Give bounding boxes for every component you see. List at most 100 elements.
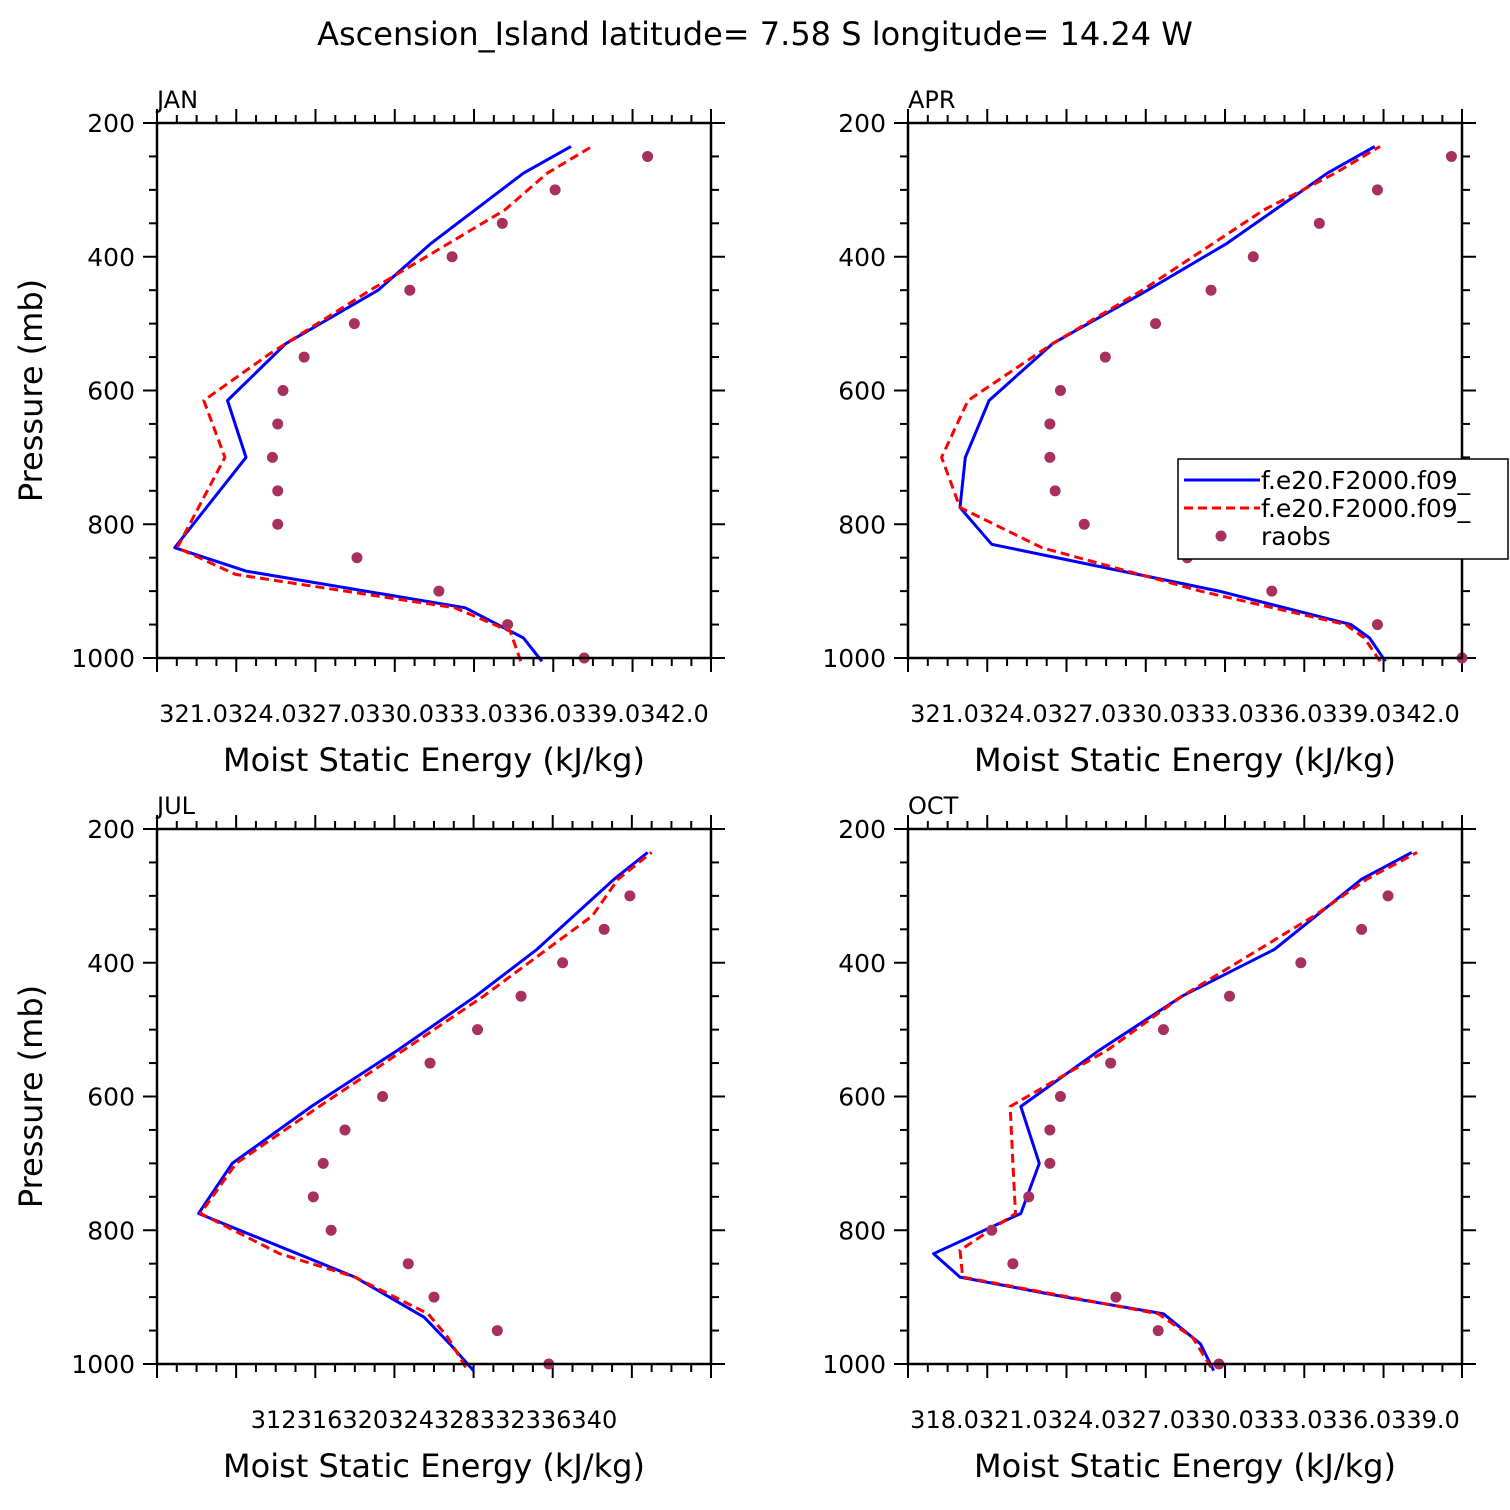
raobs-point [986, 1224, 998, 1236]
raobs-point [1044, 451, 1056, 463]
raobs-point [317, 1157, 329, 1169]
x-tick-labels: 321.0324.0327.0330.0333.0336.0339.0342.0 [910, 700, 1460, 728]
series-line-model2 [940, 145, 1382, 663]
raobs-point [624, 890, 636, 902]
raobs-point [1049, 485, 1061, 497]
y-tick-label: 400 [838, 949, 886, 978]
raobs-point [325, 1224, 337, 1236]
y-tick-label: 1000 [822, 644, 886, 673]
raobs-point [1382, 890, 1394, 902]
raobs-point [491, 1325, 503, 1337]
raobs-point [339, 1124, 351, 1136]
axes-frame [906, 827, 1464, 1366]
raobs-point [598, 923, 610, 935]
raobs-point [1224, 990, 1236, 1002]
raobs-point [446, 251, 458, 263]
chart-panel-apr: APR 200 400 600 800 1000 321.0324.0327.0330.03… [822, 86, 1476, 779]
y-tick-label: 600 [87, 1083, 135, 1112]
raobs-point [404, 284, 416, 296]
series-line-model2 [175, 145, 593, 662]
chart-panel-oct: OCT 200 400 600 800 1000 318.0321.0324.0327.03… [822, 792, 1476, 1485]
figure-title: Ascension_Island latitude= 7.58 S longit… [317, 15, 1193, 53]
raobs-point [272, 485, 284, 497]
raobs-point [307, 1191, 319, 1203]
series-line-model1 [958, 145, 1387, 663]
raobs-point [266, 451, 278, 463]
series-line-model1 [197, 851, 649, 1372]
raobs-point [402, 1258, 414, 1270]
y-tick-label: 800 [838, 510, 886, 539]
raobs-point [1205, 284, 1217, 296]
raobs-point [1023, 1191, 1035, 1203]
raobs-point [424, 1057, 436, 1069]
x-axis-label: Moist Static Energy (kJ/kg) [223, 741, 645, 779]
y-tick-label: 400 [838, 243, 886, 272]
raobs-point [433, 585, 445, 597]
raobs-point [428, 1291, 440, 1303]
raobs-point [351, 552, 363, 564]
raobs-point [1078, 518, 1090, 530]
raobs-point [1157, 1024, 1169, 1036]
chart-panel-jul: JUL 200 400 600 800 1000 312316320324328332336… [12, 792, 725, 1485]
y-tick-label: 1000 [71, 1350, 135, 1379]
x-tick-labels: 312316320324328332336340 [251, 1406, 617, 1434]
y-tick-label: 600 [838, 1083, 886, 1112]
raobs-point [1044, 1157, 1056, 1169]
raobs-point [557, 957, 569, 969]
raobs-point [1044, 418, 1056, 430]
raobs-point [515, 990, 527, 1002]
raobs-point [377, 1091, 389, 1102]
series-line-model2 [958, 851, 1418, 1369]
raobs-point [1313, 217, 1325, 229]
y-tick-label: 1000 [71, 644, 135, 673]
x-axis-label: Moist Static Energy (kJ/kg) [974, 741, 1396, 779]
y-axis-label: Pressure (mb) [12, 985, 50, 1208]
x-tick-labels: 321.0324.0327.0330.0333.0336.0339.0342.0 [159, 700, 709, 728]
y-tick-label: 200 [87, 815, 135, 844]
y-tick-label: 800 [87, 510, 135, 539]
series-line-model1 [932, 851, 1413, 1372]
raobs-point [1054, 385, 1066, 396]
raobs-point [1247, 251, 1259, 263]
raobs-point [1371, 619, 1383, 631]
raobs-point [277, 385, 289, 396]
legend-label: f.e20.F2000.f09_ [1261, 494, 1471, 523]
chart-panel-jan: JAN 200 400 600 800 1000 321.0324.0327.0330.03… [12, 86, 725, 779]
axes-frame [155, 121, 713, 660]
plot-area [940, 145, 1468, 664]
plot-area [173, 145, 654, 664]
plot-area [197, 851, 653, 1372]
x-axis-label: Moist Static Energy (kJ/kg) [974, 1447, 1396, 1485]
y-tick-label: 600 [838, 377, 886, 406]
raobs-point [1110, 1291, 1122, 1303]
y-tick-label: 200 [838, 815, 886, 844]
y-axis-label: Pressure (mb) [12, 279, 50, 502]
raobs-point [502, 619, 514, 631]
legend-marker [1215, 530, 1227, 542]
y-tick-label: 800 [838, 1216, 886, 1245]
raobs-point [1044, 1124, 1056, 1136]
raobs-point [272, 518, 284, 530]
raobs-point [1054, 1091, 1066, 1102]
plot-area [932, 851, 1418, 1372]
raobs-point [642, 150, 654, 162]
legend-label: raobs [1261, 522, 1331, 551]
raobs-point [1150, 318, 1162, 330]
raobs-point [348, 318, 360, 330]
panel-title: APR [908, 86, 956, 114]
raobs-point [1266, 585, 1278, 597]
raobs-point [496, 217, 508, 229]
raobs-point [472, 1024, 484, 1036]
panel-title: JUL [155, 792, 196, 820]
panel-title: OCT [908, 792, 959, 820]
y-tick-label: 1000 [822, 1350, 886, 1379]
raobs-point [1105, 1057, 1117, 1069]
x-tick-labels: 318.0321.0324.0327.0330.0333.0336.0339.0 [910, 1406, 1460, 1434]
raobs-point [1099, 351, 1111, 363]
raobs-point [298, 351, 310, 363]
raobs-point [272, 418, 284, 430]
x-axis-label: Moist Static Energy (kJ/kg) [223, 1447, 645, 1485]
panel-title: JAN [155, 86, 198, 114]
y-tick-label: 400 [87, 949, 135, 978]
legend-label: f.e20.F2000.f09_ [1261, 466, 1471, 495]
